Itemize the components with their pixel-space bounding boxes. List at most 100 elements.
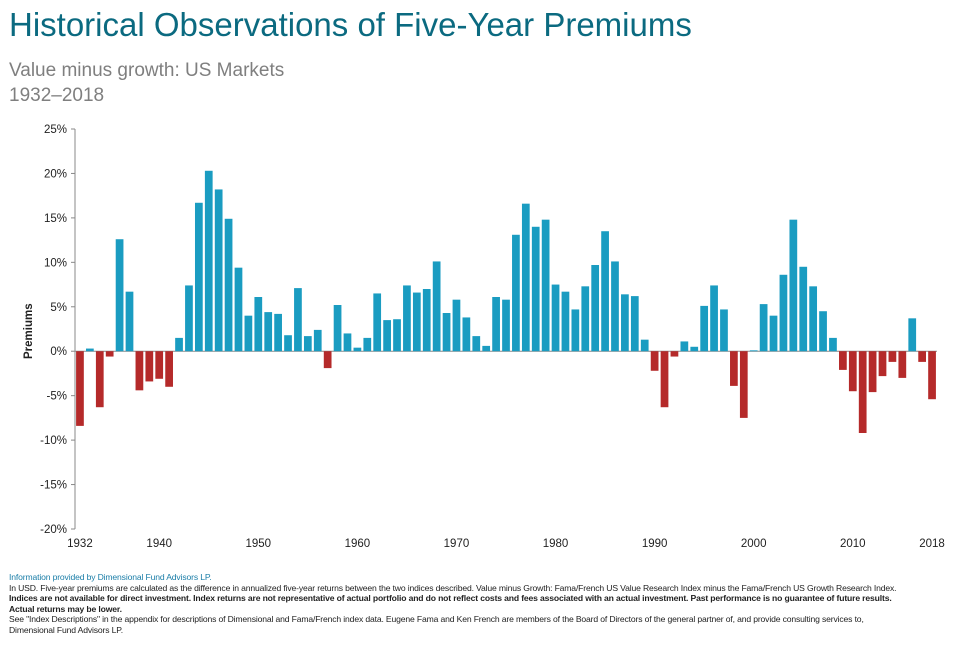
chart-footnotes: Information provided by Dimensional Fund… <box>9 572 954 635</box>
bar-1977 <box>521 203 530 352</box>
bar-1981 <box>561 291 570 352</box>
y-axis-label: Premiums <box>23 303 35 359</box>
bar-1971 <box>462 317 471 352</box>
bar-1991 <box>660 351 669 408</box>
bar-1967 <box>422 289 431 352</box>
bar-1959 <box>343 333 352 352</box>
bar-1958 <box>333 305 342 352</box>
bar-1945 <box>204 170 213 352</box>
y-tick-label: 15% <box>44 213 67 225</box>
x-tick-label: 2000 <box>741 538 767 550</box>
bar-1982 <box>571 309 580 352</box>
bar-1944 <box>194 202 203 352</box>
bar-1992 <box>670 351 679 357</box>
bar-1956 <box>313 329 322 352</box>
bar-2015 <box>898 351 907 378</box>
bar-2012 <box>868 351 877 393</box>
chart-labels: 25% 20% 15% 10% 5% 0% -5% -10% -15% -20% Premiums 1… <box>23 124 945 550</box>
bar-1987 <box>621 294 629 352</box>
x-tick-label: 1990 <box>642 538 668 550</box>
y-tick-label: 10% <box>44 257 67 269</box>
bar-1984 <box>591 265 600 352</box>
bar-2000 <box>749 350 758 352</box>
bar-1932 <box>76 351 84 426</box>
bar-2008 <box>829 337 837 352</box>
footnote-disclaimer-2: Actual returns may be lower. <box>9 603 122 614</box>
bar-1941 <box>165 351 173 387</box>
footnote-line-1: In USD. Five-year premiums are calculate… <box>9 582 897 593</box>
bar-1995 <box>700 305 709 352</box>
bar-1980 <box>551 284 560 352</box>
bar-2007 <box>819 311 827 352</box>
bar-1974 <box>492 297 500 352</box>
bar-1997 <box>720 309 728 352</box>
footnote-line-5: Dimensional Fund Advisors LP. <box>9 624 123 635</box>
y-tick-label: -10% <box>40 435 67 447</box>
premiums-bar-chart: 25% 20% 15% 10% 5% 0% -5% -10% -15% -20% Premiums 1… <box>23 124 945 550</box>
bar-2011 <box>858 351 867 433</box>
y-tick-label: -20% <box>40 524 67 536</box>
footnote-line-4: See "Index Descriptions" in the appendix… <box>9 614 864 624</box>
y-tick-label: -5% <box>47 391 67 403</box>
bar-1953 <box>284 335 292 352</box>
bar-1962 <box>373 293 382 352</box>
bar-2003 <box>779 274 788 352</box>
bar-1936 <box>115 239 124 352</box>
bar-1934 <box>95 351 104 408</box>
bar-1989 <box>640 339 649 352</box>
bar-2017 <box>918 351 926 362</box>
bar-1949 <box>244 315 253 352</box>
bar-1940 <box>155 351 164 379</box>
bar-1975 <box>502 299 510 352</box>
bar-1933 <box>86 348 94 352</box>
bar-1972 <box>472 336 481 352</box>
y-tick-label: 0% <box>50 346 67 358</box>
x-tick-label: 1940 <box>146 538 172 550</box>
bar-2014 <box>888 351 897 362</box>
bar-2002 <box>769 315 778 352</box>
bar-1983 <box>581 286 590 352</box>
bar-1976 <box>512 234 520 352</box>
bar-1965 <box>403 285 411 352</box>
bar-1985 <box>601 231 609 352</box>
bar-1999 <box>739 351 748 418</box>
bar-1964 <box>393 319 401 352</box>
x-tick-label: 1970 <box>444 538 470 550</box>
bar-1961 <box>363 337 372 352</box>
bar-2005 <box>799 266 808 352</box>
source-note: Information provided by Dimensional Fund… <box>9 572 212 582</box>
bar-1946 <box>214 189 223 352</box>
bar-1996 <box>710 285 718 352</box>
bar-2001 <box>759 304 768 352</box>
y-tick-label: -15% <box>40 480 67 492</box>
bar-1942 <box>175 337 183 352</box>
bar-2010 <box>848 351 857 392</box>
bar-1978 <box>531 226 540 352</box>
x-tick-label: 1980 <box>543 538 569 550</box>
chart-period: 1932–2018 <box>9 85 105 106</box>
bar-1948 <box>234 267 243 352</box>
bar-1986 <box>611 261 619 352</box>
footnote-disclaimer: Indices are not available for direct inv… <box>9 593 892 603</box>
bar-1939 <box>145 351 154 382</box>
bar-1998 <box>730 351 738 386</box>
bar-1947 <box>224 218 233 352</box>
y-tick-label: 5% <box>50 302 67 314</box>
y-tick-label: 25% <box>44 124 67 136</box>
bar-2004 <box>789 219 798 352</box>
bar-1943 <box>185 285 193 352</box>
bar-1938 <box>135 351 144 391</box>
bar-2009 <box>839 351 847 370</box>
bar-1952 <box>274 313 282 352</box>
bar-1994 <box>690 346 699 352</box>
bar-1963 <box>383 320 391 352</box>
bar-1954 <box>294 288 302 352</box>
bar-1969 <box>442 313 451 352</box>
bar-1968 <box>432 261 441 352</box>
y-tick-label: 20% <box>44 168 67 180</box>
bar-1937 <box>125 291 134 352</box>
bar-2016 <box>908 318 917 352</box>
bar-1979 <box>541 219 550 352</box>
x-tick-label: 2018 <box>919 538 945 550</box>
bar-1990 <box>650 351 659 371</box>
